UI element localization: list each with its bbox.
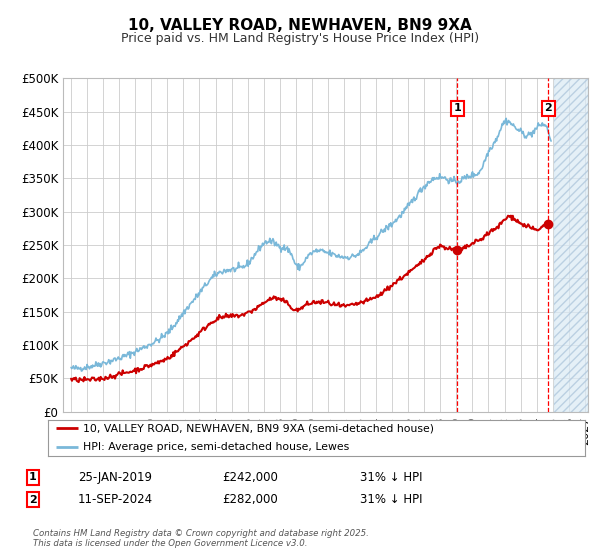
- Text: HPI: Average price, semi-detached house, Lewes: HPI: Average price, semi-detached house,…: [83, 442, 349, 452]
- Text: 2: 2: [29, 494, 37, 505]
- Text: Price paid vs. HM Land Registry's House Price Index (HPI): Price paid vs. HM Land Registry's House …: [121, 32, 479, 45]
- Text: 11-SEP-2024: 11-SEP-2024: [78, 493, 153, 506]
- Text: 31% ↓ HPI: 31% ↓ HPI: [360, 493, 422, 506]
- Bar: [554, 78, 588, 412]
- Text: £282,000: £282,000: [222, 493, 278, 506]
- Text: 10, VALLEY ROAD, NEWHAVEN, BN9 9XA: 10, VALLEY ROAD, NEWHAVEN, BN9 9XA: [128, 18, 472, 33]
- Bar: [554, 78, 588, 412]
- Text: 2: 2: [544, 104, 552, 113]
- Text: 1: 1: [29, 472, 37, 482]
- Text: 10, VALLEY ROAD, NEWHAVEN, BN9 9XA (semi-detached house): 10, VALLEY ROAD, NEWHAVEN, BN9 9XA (semi…: [83, 423, 434, 433]
- Text: 31% ↓ HPI: 31% ↓ HPI: [360, 470, 422, 484]
- Text: Contains HM Land Registry data © Crown copyright and database right 2025.
This d: Contains HM Land Registry data © Crown c…: [33, 529, 369, 548]
- Text: £242,000: £242,000: [222, 470, 278, 484]
- Text: 25-JAN-2019: 25-JAN-2019: [78, 470, 152, 484]
- Text: 1: 1: [454, 104, 461, 113]
